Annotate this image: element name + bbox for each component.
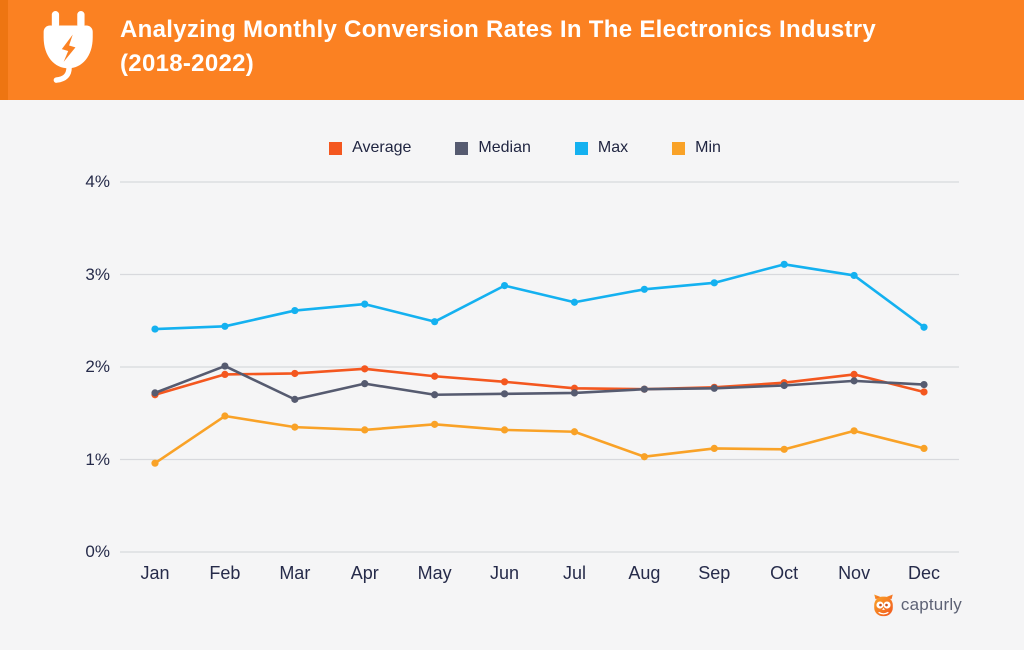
max-point xyxy=(640,285,648,293)
max-point xyxy=(500,282,509,290)
median-point xyxy=(291,395,299,403)
median-point xyxy=(500,390,509,398)
min-point xyxy=(710,444,718,452)
brand-text: capturly xyxy=(900,595,962,614)
max-point xyxy=(780,260,788,268)
median-point xyxy=(570,389,579,397)
legend-item-max[interactable]: Max xyxy=(574,139,629,157)
line-chart-plot-area xyxy=(120,181,959,553)
legend-item-median[interactable]: Median xyxy=(455,139,531,157)
page-title-line2: (2018-2022) xyxy=(120,50,255,77)
legend-label-max: Max xyxy=(597,139,629,156)
legend-swatch-min xyxy=(672,141,686,155)
x-axis-tick: Mar xyxy=(279,563,311,583)
max-point xyxy=(291,306,299,315)
min-line xyxy=(153,414,926,465)
min-point xyxy=(361,426,369,434)
median-point xyxy=(640,385,648,393)
x-axis-tick: Jan xyxy=(140,563,170,583)
median-point xyxy=(850,377,858,385)
max-point xyxy=(570,298,579,306)
min-point xyxy=(850,427,858,435)
legend-swatch-median xyxy=(455,141,469,155)
average-point xyxy=(431,372,439,380)
average-line xyxy=(153,367,926,397)
min-point xyxy=(780,445,788,453)
x-axis-tick: Apr xyxy=(350,563,379,583)
legend-item-average[interactable]: Average xyxy=(329,139,411,157)
x-axis-tick: Dec xyxy=(907,563,940,583)
x-axis-tick: May xyxy=(417,563,452,583)
page-title: Analyzing Monthly Conversion Rates In Th… xyxy=(120,13,1000,81)
max-point xyxy=(221,322,229,330)
power-plug-icon xyxy=(38,11,102,91)
x-axis-tick: Nov xyxy=(838,563,871,583)
y-axis-tick: 3% xyxy=(85,264,110,284)
median-line xyxy=(153,364,926,401)
y-axis-tick: 4% xyxy=(85,172,110,191)
average-point xyxy=(221,370,229,378)
chart-legend: Average Median Max Min xyxy=(26,135,1024,161)
x-axis-tick: Feb xyxy=(209,563,241,583)
median-point xyxy=(780,381,788,390)
x-axis-tick: Aug xyxy=(628,563,661,583)
min-point xyxy=(291,423,299,431)
min-point xyxy=(640,453,648,461)
average-point xyxy=(920,388,928,396)
average-point xyxy=(361,365,369,373)
page-title-line1: Analyzing Monthly Conversion Rates In Th… xyxy=(120,16,877,43)
max-line xyxy=(153,263,926,331)
min-point xyxy=(500,426,509,434)
legend-label-median: Median xyxy=(478,139,531,156)
y-axis-tick: 0% xyxy=(85,542,110,561)
min-point xyxy=(221,412,229,420)
legend-label-average: Average xyxy=(352,139,412,156)
legend-item-min[interactable]: Min xyxy=(672,139,721,157)
median-point xyxy=(920,380,928,389)
average-point xyxy=(850,370,858,378)
y-axis-tick: 1% xyxy=(85,449,110,469)
median-point xyxy=(221,362,229,370)
owl-logo-icon xyxy=(872,593,895,618)
min-point xyxy=(151,459,159,467)
y-axis-tick: 2% xyxy=(85,357,110,376)
average-point xyxy=(500,378,509,386)
max-point xyxy=(361,300,369,308)
average-point xyxy=(291,369,299,378)
min-point xyxy=(570,428,579,436)
header-banner: Analyzing Monthly Conversion Rates In Th… xyxy=(0,0,1024,100)
legend-label-min: Min xyxy=(695,139,721,156)
median-point xyxy=(361,380,369,388)
min-point xyxy=(431,420,439,428)
max-point xyxy=(151,325,159,333)
x-axis-tick: Jul xyxy=(562,563,586,583)
legend-swatch-max xyxy=(574,141,588,155)
median-point xyxy=(431,391,439,399)
x-axis-tick: Jun xyxy=(490,563,520,583)
max-point xyxy=(710,279,718,287)
x-axis-tick: Sep xyxy=(698,563,731,583)
max-point xyxy=(920,323,928,331)
x-axis-tick: Oct xyxy=(770,563,799,583)
max-point xyxy=(431,318,439,326)
legend-swatch-average xyxy=(329,141,343,155)
max-point xyxy=(850,271,858,280)
median-point xyxy=(151,389,159,397)
header-accent-strip xyxy=(0,0,8,100)
min-point xyxy=(920,444,928,452)
median-point xyxy=(710,384,718,392)
capturly-logo: capturly xyxy=(872,593,962,617)
